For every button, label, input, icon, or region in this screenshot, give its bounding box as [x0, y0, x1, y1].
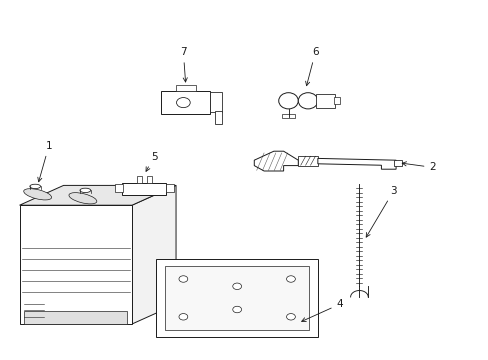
Bar	[156, 259, 317, 337]
Bar	[161, 91, 210, 114]
Bar	[282, 114, 294, 118]
Bar	[137, 176, 142, 183]
Polygon shape	[254, 151, 298, 171]
Bar	[165, 266, 308, 330]
Bar	[176, 85, 195, 91]
Circle shape	[179, 276, 187, 282]
Text: 6: 6	[305, 47, 318, 86]
Text: 3: 3	[366, 186, 396, 237]
Circle shape	[232, 306, 241, 313]
Ellipse shape	[69, 193, 97, 204]
Bar	[146, 176, 151, 183]
Ellipse shape	[80, 188, 91, 193]
Bar	[24, 311, 127, 324]
Text: 2: 2	[402, 162, 435, 172]
Text: 1: 1	[38, 141, 52, 182]
Bar	[298, 156, 317, 166]
Polygon shape	[20, 185, 176, 205]
Ellipse shape	[278, 93, 298, 109]
Polygon shape	[132, 185, 176, 324]
Text: 5: 5	[146, 152, 157, 171]
Polygon shape	[317, 158, 395, 169]
Bar	[215, 111, 222, 124]
Ellipse shape	[298, 93, 317, 109]
Bar	[210, 92, 222, 112]
Bar	[115, 184, 122, 192]
Text: 7: 7	[180, 47, 187, 82]
Circle shape	[286, 276, 295, 282]
Ellipse shape	[30, 184, 41, 189]
Bar	[393, 160, 402, 166]
Text: 4: 4	[301, 299, 343, 321]
Circle shape	[176, 98, 190, 108]
Ellipse shape	[23, 189, 52, 200]
Circle shape	[232, 283, 241, 289]
Bar	[165, 184, 173, 192]
Bar	[122, 183, 166, 195]
Bar	[333, 97, 339, 104]
Bar	[20, 205, 132, 324]
Circle shape	[179, 314, 187, 320]
Circle shape	[286, 314, 295, 320]
Bar	[316, 94, 334, 108]
